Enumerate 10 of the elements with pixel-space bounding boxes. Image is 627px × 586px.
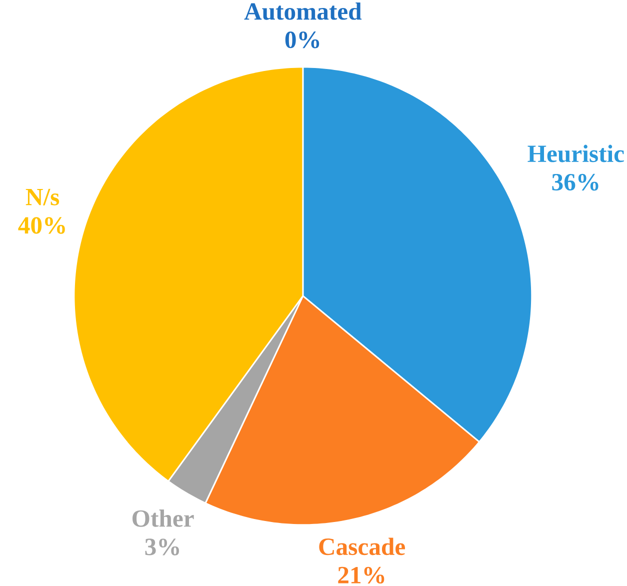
- text: 0%: [285, 32, 320, 48]
- data-label: 21%: [338, 566, 384, 584]
- data-label: 36%: [552, 174, 598, 191]
- slice-label: Heuristic: [528, 144, 624, 162]
- category-label: Automated: [244, 2, 362, 20]
- slice-label: N/s: [26, 188, 60, 206]
- slice-label: Other: [132, 510, 194, 527]
- data-label: 40%: [18, 217, 65, 234]
- data-label: 3%: [145, 538, 179, 556]
- slice-label: Cascade: [319, 538, 405, 556]
